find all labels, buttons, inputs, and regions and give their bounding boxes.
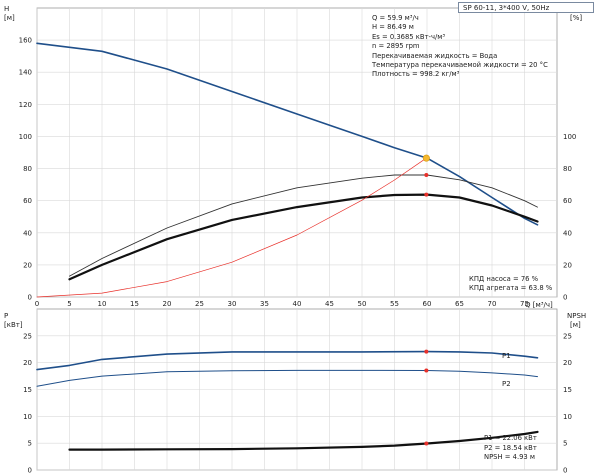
x-tick-label: 60 (423, 300, 432, 308)
x-tick-label: 10 (98, 300, 107, 308)
x-tick-label: 70 (488, 300, 497, 308)
x-tick-label: 35 (260, 300, 269, 308)
bottom-y-left-label-2: [кВт] (4, 321, 23, 329)
x-tick-label: 5 (67, 300, 71, 308)
y-right-tick-label: 0 (563, 294, 567, 302)
x-tick-label: 0 (35, 300, 39, 308)
x-tick-label: 75 (520, 300, 529, 308)
p2-value-text: P2 = 18.54 кВт (484, 443, 537, 452)
top-y-left-label-1: H (4, 5, 9, 13)
x-tick-label: 25 (195, 300, 204, 308)
top-panel-series (36, 42, 539, 298)
y-right-tick-label: 20 (563, 261, 572, 269)
x-tick-label: 20 (163, 300, 172, 308)
y-left-tick-label: 15 (23, 386, 32, 394)
p1-series-label: P1 (502, 352, 511, 360)
x-tick-label: 50 (358, 300, 367, 308)
y-right-tick-label: 40 (563, 229, 572, 237)
y-right-tick-label: 80 (563, 165, 572, 173)
series-h (36, 42, 539, 226)
duty-point-marker (424, 368, 429, 373)
x-tick-label: 40 (293, 300, 302, 308)
y-left-tick-label: 60 (23, 197, 32, 205)
series-p2 (36, 369, 538, 387)
p2-series-label: P2 (502, 380, 511, 388)
info-speed: n = 2895 rpm (372, 42, 420, 51)
y-left-tick-label: 25 (23, 332, 32, 340)
y-left-tick-label: 5 (28, 440, 32, 448)
series-eta-pump (69, 174, 538, 277)
bottom-panel-series (36, 350, 539, 451)
pump-model-title: SP 60-11, 3*400 V, 50Hz (458, 2, 594, 13)
bottom-panel-tick-labels: 0 5 10 15 20 25 0 5 10 15 20 25 (23, 332, 572, 474)
npsh-value-text: NPSH = 4.93 м (484, 453, 536, 462)
x-tick-label: 15 (130, 300, 139, 308)
bottom-panel-grid (36, 308, 558, 471)
pump-efficiency-text: КПД насоса = 76 % (469, 275, 539, 283)
y-right-tick-label: 15 (563, 386, 572, 394)
info-liquid: Перекачиваемая жидкость = Вода (372, 51, 498, 60)
x-tick-label: 65 (455, 300, 464, 308)
y-right-tick-label: 5 (563, 440, 567, 448)
duty-point-marker (424, 441, 429, 446)
series-eta-unit (68, 193, 539, 281)
top-y-right-label-2: [%] (570, 14, 582, 22)
duty-point-info: Q = 59.9 м³/ч H = 86.49 м Es = 0.3685 кВ… (372, 14, 592, 80)
info-energy: Es = 0.3685 кВт-ч/м³ (372, 32, 446, 41)
duty-point-marker (422, 154, 430, 162)
top-panel-grid (36, 7, 558, 298)
unit-efficiency-text: КПД агрегата = 63.8 % (469, 284, 553, 292)
y-left-tick-label: 100 (19, 133, 32, 141)
duty-point-marker (424, 172, 429, 177)
y-right-tick-label: 100 (563, 133, 576, 141)
y-left-tick-label: 120 (19, 101, 32, 109)
series-npsh (68, 430, 539, 451)
top-panel-tick-labels: 0 5 10 15 20 25 30 35 40 45 50 55 60 65 70 75 0 20 40 60 80 1… (19, 37, 577, 308)
info-head: H = 86.49 м (372, 23, 414, 32)
info-temperature: Температура перекачиваемой жидкости = 20… (372, 61, 548, 70)
y-left-tick-label: 140 (19, 69, 32, 77)
y-left-tick-label: 10 (23, 413, 32, 421)
y-left-tick-label: 160 (19, 37, 32, 45)
duty-point-marker (424, 192, 429, 197)
p1-value-text: P1 = 22.06 кВт (484, 434, 537, 442)
duty-point-markers (422, 154, 430, 446)
y-left-tick-label: 20 (23, 261, 32, 269)
x-tick-label: 30 (228, 300, 237, 308)
efficiency-legend: КПД насоса = 76 % КПД агрегата = 63.8 % (469, 275, 552, 293)
bottom-y-right-label-2: [м] (570, 321, 581, 329)
series-p1 (36, 350, 539, 371)
y-right-tick-label: 60 (563, 197, 572, 205)
duty-point-marker (424, 349, 429, 354)
x-axis-label: Q [м³/ч] (525, 301, 553, 309)
y-right-tick-label: 0 (563, 467, 567, 474)
y-left-tick-label: 80 (23, 165, 32, 173)
x-tick-label: 55 (390, 300, 399, 308)
bottom-y-right-label-1: NPSH (567, 312, 586, 320)
series-system (36, 157, 427, 298)
y-right-tick-label: 25 (563, 332, 572, 340)
info-flow: Q = 59.9 м³/ч (372, 14, 419, 22)
bottom-y-left-label-1: P (4, 312, 8, 320)
x-tick-label: 45 (325, 300, 334, 308)
power-legend: P1 = 22.06 кВт P2 = 18.54 кВт NPSH = 4.9… (484, 434, 537, 463)
y-right-tick-label: 20 (563, 359, 572, 367)
top-y-left-label-2: [м] (4, 14, 15, 22)
y-left-tick-label: 20 (23, 359, 32, 367)
y-left-tick-label: 0 (28, 467, 32, 474)
y-left-tick-label: 0 (28, 294, 32, 302)
y-right-tick-label: 10 (563, 413, 572, 421)
info-density: Плотность = 998.2 кг/м³ (372, 70, 460, 79)
y-left-tick-label: 40 (23, 229, 32, 237)
